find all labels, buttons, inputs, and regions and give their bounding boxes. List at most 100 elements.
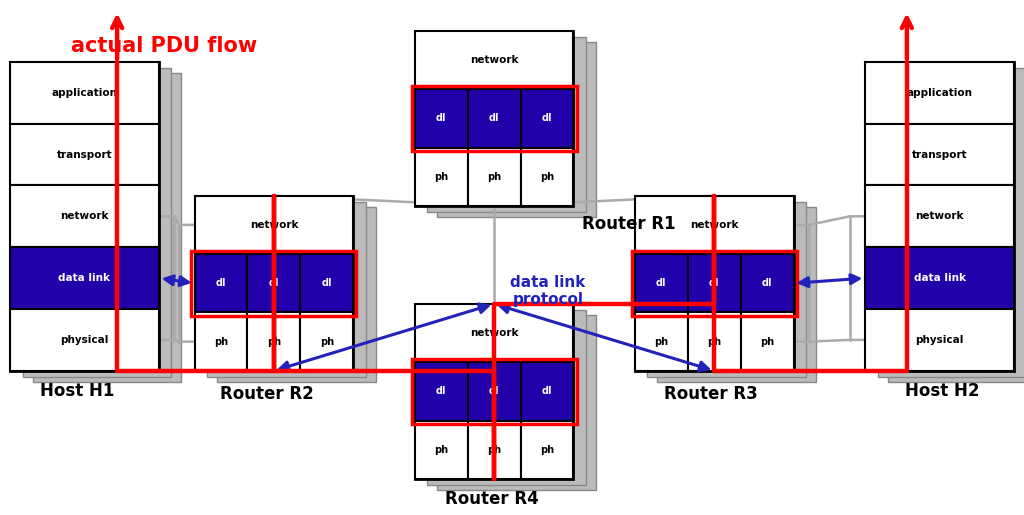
Bar	[520, 421, 573, 479]
Bar	[10, 62, 159, 124]
Bar	[300, 254, 353, 313]
Bar	[195, 196, 353, 371]
Bar	[865, 185, 1014, 247]
Text: data link: data link	[913, 273, 966, 283]
Text: Router R3: Router R3	[664, 385, 758, 403]
Bar	[635, 196, 794, 254]
Bar	[412, 359, 577, 424]
Text: application: application	[51, 88, 118, 98]
Text: ph: ph	[487, 172, 501, 182]
Text: dl: dl	[656, 278, 667, 288]
Text: network: network	[915, 211, 964, 221]
Text: dl: dl	[322, 278, 332, 288]
Bar	[468, 362, 520, 421]
Text: ph: ph	[760, 337, 774, 347]
Bar	[437, 315, 596, 490]
Bar	[520, 362, 573, 421]
Bar	[865, 247, 1014, 309]
Bar	[865, 62, 1014, 371]
Bar	[865, 62, 1014, 124]
Text: dl: dl	[709, 278, 720, 288]
Text: dl: dl	[762, 278, 772, 288]
Bar	[10, 309, 159, 371]
Bar	[415, 148, 468, 206]
Text: ph: ph	[540, 172, 554, 182]
Bar	[635, 254, 688, 313]
Bar	[635, 196, 794, 371]
Text: actual PDU flow: actual PDU flow	[71, 37, 257, 56]
Text: network: network	[470, 55, 518, 65]
Text: dl: dl	[488, 113, 500, 124]
Text: network: network	[250, 220, 298, 230]
Text: ph: ph	[540, 445, 554, 455]
Text: network: network	[690, 220, 738, 230]
Text: physical: physical	[915, 335, 964, 345]
Bar	[415, 362, 468, 421]
Text: network: network	[470, 328, 518, 338]
Bar	[23, 68, 171, 377]
Text: Router R2: Router R2	[220, 385, 314, 403]
Bar	[415, 89, 468, 148]
Text: application: application	[906, 88, 973, 98]
Bar	[10, 124, 159, 185]
Bar	[191, 251, 356, 316]
Text: network: network	[60, 211, 109, 221]
Bar	[248, 313, 300, 371]
Bar	[468, 148, 520, 206]
Bar	[740, 254, 794, 313]
Bar	[878, 68, 1024, 377]
Text: ph: ph	[214, 337, 228, 347]
Bar	[740, 313, 794, 371]
Bar	[415, 304, 573, 362]
Text: dl: dl	[542, 386, 552, 397]
Bar	[248, 254, 300, 313]
Bar	[635, 313, 688, 371]
Bar	[647, 202, 806, 377]
Text: ph: ph	[487, 445, 501, 455]
Bar	[10, 247, 159, 309]
Text: Router R1: Router R1	[582, 215, 675, 233]
Text: physical: physical	[60, 335, 109, 345]
Bar	[217, 207, 376, 382]
Bar	[688, 313, 740, 371]
Bar	[437, 42, 596, 217]
Bar	[10, 62, 159, 371]
Text: ph: ph	[434, 172, 449, 182]
Bar	[195, 313, 248, 371]
Bar	[468, 421, 520, 479]
Bar	[415, 31, 573, 206]
Bar	[865, 309, 1014, 371]
Bar	[415, 31, 573, 89]
Bar	[427, 37, 586, 212]
Bar	[207, 202, 366, 377]
Bar	[632, 251, 797, 316]
Text: dl: dl	[436, 113, 446, 124]
Bar	[415, 304, 573, 479]
Bar	[520, 89, 573, 148]
Text: ph: ph	[708, 337, 721, 347]
Text: ph: ph	[654, 337, 669, 347]
Bar	[520, 148, 573, 206]
Bar	[468, 89, 520, 148]
Text: dl: dl	[216, 278, 226, 288]
Bar	[195, 196, 353, 254]
Bar	[300, 313, 353, 371]
Text: data link
protocol: data link protocol	[510, 275, 586, 307]
Bar	[888, 73, 1024, 382]
Bar	[412, 86, 577, 151]
Text: dl: dl	[542, 113, 552, 124]
Bar	[415, 421, 468, 479]
Text: ph: ph	[267, 337, 281, 347]
Bar	[10, 185, 159, 247]
Text: ph: ph	[434, 445, 449, 455]
Bar	[195, 254, 248, 313]
Bar	[657, 207, 816, 382]
Bar	[33, 73, 181, 382]
Text: Host H1: Host H1	[40, 383, 114, 400]
Text: Router R4: Router R4	[445, 490, 540, 507]
Bar	[865, 124, 1014, 185]
Text: dl: dl	[436, 386, 446, 397]
Text: transport: transport	[56, 149, 113, 160]
Text: dl: dl	[268, 278, 280, 288]
Bar	[427, 310, 586, 485]
